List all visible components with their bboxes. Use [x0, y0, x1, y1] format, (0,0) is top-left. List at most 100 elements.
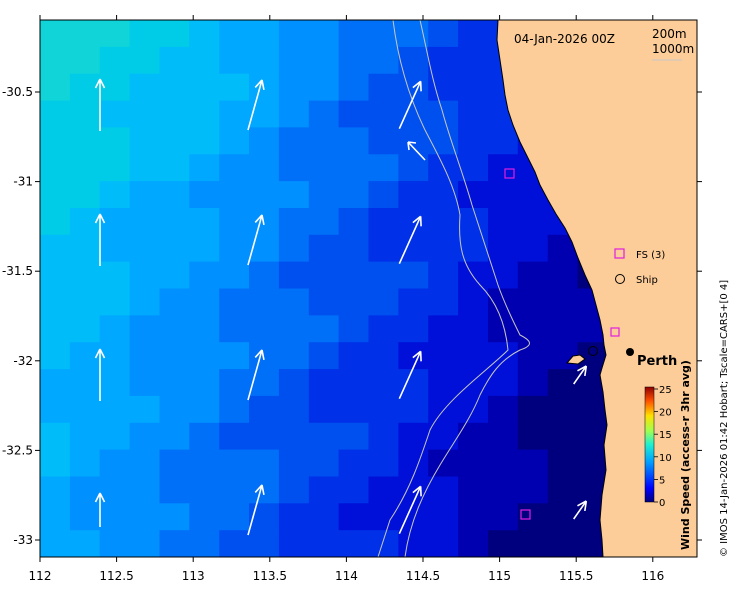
grid-cell [159, 234, 190, 263]
grid-cell [189, 46, 220, 75]
grid-cell [69, 181, 101, 209]
grid-cell [69, 315, 101, 343]
grid-cell [517, 449, 549, 478]
grid-cell [517, 476, 549, 504]
grid-cell [219, 342, 250, 370]
grid-cell [159, 395, 190, 424]
grid-cell [219, 261, 250, 290]
grid-cell [368, 342, 399, 370]
grid-cell [428, 342, 459, 370]
grid-cell [40, 234, 71, 263]
grid-cell [159, 127, 190, 155]
y-tick-label: -31 [13, 175, 33, 189]
grid-cell [219, 530, 250, 557]
grid-cell [398, 234, 429, 263]
grid-cell [219, 154, 250, 182]
x-axis: 112 112.5 113 113.5 114 114.5 115 115.5 116 [29, 15, 664, 583]
grid-cell [278, 154, 310, 182]
grid-cell [40, 261, 71, 290]
y-tick-label: -30.5 [2, 85, 33, 99]
grid-cell [189, 449, 220, 478]
grid-cell [249, 476, 280, 504]
grid-cell [219, 208, 250, 236]
grid-cell [368, 127, 399, 155]
grid-cell [338, 288, 370, 316]
grid-cell [517, 261, 549, 290]
grid-cell [488, 234, 519, 263]
grid-cell [338, 476, 370, 504]
grid-cell [159, 530, 190, 557]
grid-cell [308, 46, 340, 75]
grid-cell [458, 422, 489, 451]
grid-cell [368, 530, 399, 557]
grid-cell [219, 449, 250, 478]
grid-cell [189, 154, 220, 182]
x-tick-label: 114.5 [406, 569, 440, 583]
grid-cell [189, 476, 220, 504]
x-tick-label: 113 [182, 569, 205, 583]
wind-arrow [94, 348, 106, 401]
grid-cell [458, 261, 489, 290]
ship-marker [588, 346, 598, 356]
grid-cell [338, 342, 370, 370]
grid-cell [189, 503, 220, 531]
grid-cell [547, 369, 579, 397]
grid-cell [547, 315, 579, 343]
grid-cell [488, 261, 519, 290]
grid-cell [278, 422, 310, 451]
grid-cell [338, 530, 370, 557]
grid-cell [338, 315, 370, 343]
grid-cell [458, 181, 489, 209]
grid-cell [189, 530, 220, 557]
grid-cell [547, 395, 579, 424]
grid-cell [368, 288, 399, 316]
grid-cell [338, 503, 370, 531]
grid-cell [278, 181, 310, 209]
grid-cell [308, 449, 340, 478]
grid-cell [517, 503, 549, 531]
grid-cell [338, 261, 370, 290]
grid-cell [398, 288, 429, 316]
grid-cell [517, 422, 549, 451]
grid-cell [278, 530, 310, 557]
grid-cell [517, 315, 549, 343]
grid-cell [129, 234, 161, 263]
grid-cell [308, 369, 340, 397]
grid-cell [99, 20, 131, 48]
grid-cell [159, 503, 190, 531]
grid-cell [428, 288, 459, 316]
grid-cell [159, 73, 190, 102]
grid-cell [159, 449, 190, 478]
grid-cell [308, 127, 340, 155]
grid-cell [368, 100, 399, 129]
grid-cell [278, 503, 310, 531]
grid-cell [159, 261, 190, 290]
grid-cell [189, 127, 220, 155]
grid-cell [428, 46, 459, 75]
grid-cell [40, 342, 71, 370]
grid-cell [69, 530, 101, 557]
grid-cell [69, 369, 101, 397]
grid-cell [547, 530, 579, 557]
grid-cell [40, 288, 71, 316]
grid-cell [308, 20, 340, 48]
grid-cell [159, 208, 190, 236]
grid-cell [69, 20, 101, 48]
grid-cell [159, 315, 190, 343]
grid-cell [219, 181, 250, 209]
grid-cell [428, 181, 459, 209]
legend-ship-marker [615, 274, 625, 284]
colorbar [644, 386, 655, 503]
grid-cell [368, 20, 399, 48]
grid-cell [249, 422, 280, 451]
colorbar-tick-label: 20 [659, 408, 672, 419]
grid-cell [249, 449, 280, 478]
grid-cell [219, 234, 250, 263]
grid-cell [308, 73, 340, 102]
grid-cell [219, 369, 250, 397]
grid-cell [249, 181, 280, 209]
grid-cell [398, 422, 429, 451]
grid-cell [308, 208, 340, 236]
grid-cell [278, 476, 310, 504]
grid-cell [278, 288, 310, 316]
